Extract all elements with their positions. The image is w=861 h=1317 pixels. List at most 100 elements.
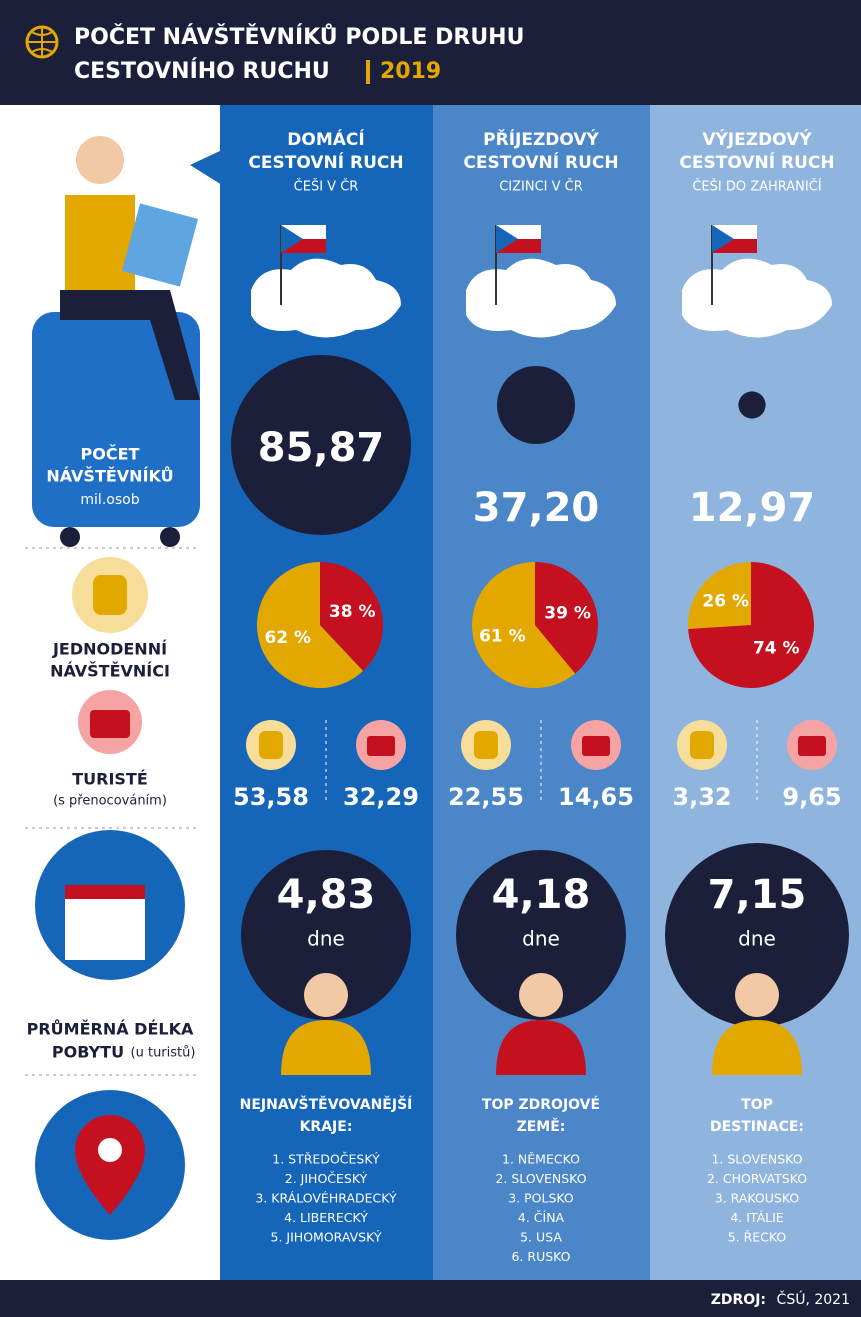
stay-unit: dne — [522, 927, 560, 951]
list-item: 1. NĚMECKO — [502, 1152, 580, 1167]
pin — [75, 1115, 145, 1215]
visitors-circle — [738, 391, 766, 419]
pie-slice — [688, 562, 751, 629]
stay-value: 4,83 — [277, 872, 376, 918]
row-label: NÁVŠTĚVNÍKŮ — [46, 467, 173, 486]
backpack-icon — [690, 731, 714, 759]
suitcase-icon — [90, 710, 130, 738]
visitors-value: 37,20 — [473, 485, 600, 531]
person-body — [65, 195, 135, 295]
list-item: 3. KRÁLOVÉHRADECKÝ — [255, 1191, 397, 1206]
calendar-top — [65, 885, 145, 899]
list-title: ZEMĚ: — [517, 1118, 566, 1135]
column-title: CESTOVNÍ RUCH — [463, 151, 618, 173]
backpack-icon — [93, 575, 127, 615]
list-item: 2. JIHOČESKÝ — [285, 1171, 368, 1186]
pie-label: 62 % — [264, 628, 311, 648]
map-paper — [121, 203, 199, 287]
list-item: 4. ČÍNA — [518, 1210, 565, 1225]
list-item: 6. RUSKO — [511, 1249, 570, 1264]
map-shape — [682, 258, 832, 338]
person-head — [735, 973, 779, 1017]
title: CESTOVNÍHO RUCHU — [74, 58, 330, 84]
suitcase-icon — [367, 736, 395, 756]
row-label: JEDNODENNÍ — [52, 640, 167, 659]
stay-circle — [665, 843, 849, 1027]
row-note: (u turistů) — [131, 1046, 196, 1061]
visitors-value: 85,87 — [258, 425, 385, 471]
list-item: 5. USA — [520, 1230, 562, 1245]
flag — [712, 225, 734, 253]
row-note: (s přenocováním) — [53, 794, 167, 809]
wheel — [60, 527, 80, 547]
year: 2019 — [380, 59, 441, 84]
list-title: NEJNAVŠTĚVOVANĚJŠÍ — [240, 1095, 413, 1113]
pie-slice — [320, 562, 384, 671]
list-item: 3. POLSKO — [508, 1191, 574, 1206]
column-title: DOMÁCÍ — [287, 128, 364, 150]
row-label: NÁVŠTĚVNÍCI — [50, 662, 170, 681]
person-head — [519, 973, 563, 1017]
stay-unit: dne — [738, 927, 776, 951]
person-legs — [60, 290, 200, 400]
column-title: CESTOVNÍ RUCH — [679, 151, 834, 173]
suitcase-icon — [798, 736, 826, 756]
pie-label: 39 % — [544, 603, 591, 623]
pie-label: 26 % — [702, 591, 749, 611]
day-count: 22,55 — [448, 783, 524, 811]
map-shape — [251, 258, 401, 338]
column-subtitle: CIZINCI V ČR — [499, 179, 583, 195]
pie-slice — [535, 562, 599, 674]
visitors-value: 12,97 — [689, 485, 816, 531]
tourist-count: 14,65 — [558, 783, 634, 811]
list-item: 4. ITÁLIE — [730, 1210, 783, 1225]
list-item: 5. ŘECKO — [728, 1230, 787, 1245]
list-item: 5. JIHOMORAVSKÝ — [271, 1230, 382, 1245]
pie-slice — [257, 562, 364, 688]
map-shape — [466, 258, 616, 338]
source-label: ZDROJ: — [711, 1292, 766, 1308]
list-item: 1. SLOVENSKO — [711, 1152, 802, 1167]
tourist-count: 9,65 — [782, 783, 841, 811]
person-body — [281, 1020, 371, 1075]
person-head — [76, 136, 124, 184]
list-item: 4. LIBERECKÝ — [284, 1210, 368, 1225]
pin-dot — [98, 1138, 122, 1162]
footer-bar — [0, 1280, 861, 1317]
row-label: POBYTU — [52, 1043, 124, 1062]
row-label: TURISTÉ — [72, 770, 148, 789]
stay-value: 7,15 — [708, 872, 807, 918]
pie-label: 38 % — [329, 602, 376, 622]
stay-unit: dne — [307, 927, 345, 951]
day-count: 3,32 — [672, 783, 731, 811]
list-item: 3. RAKOUSKO — [715, 1191, 800, 1206]
list-title: KRAJE: — [300, 1119, 353, 1135]
stay-circle — [456, 850, 626, 1020]
column-title: VÝJEZDOVÝ — [702, 128, 812, 150]
column-title: PŘÍJEZDOVÝ — [483, 128, 599, 150]
separator — [366, 60, 370, 84]
title: POČET NÁVŠTĚVNÍKŮ PODLE DRUHU — [74, 24, 524, 50]
column-title: CESTOVNÍ RUCH — [248, 151, 403, 173]
flag — [496, 225, 518, 253]
header-bar — [0, 0, 861, 105]
row-label: PRŮMĚRNÁ DÉLKA — [27, 1020, 194, 1039]
person-body — [496, 1020, 586, 1075]
source: ČSÚ, 2021 — [777, 1290, 850, 1308]
list-title: TOP ZDROJOVÉ — [482, 1096, 600, 1113]
globe-lines — [27, 27, 57, 57]
person-body — [712, 1020, 802, 1075]
stay-value: 4,18 — [492, 872, 591, 918]
flag — [281, 225, 303, 253]
pie-label: 61 % — [479, 627, 526, 647]
person-head — [304, 973, 348, 1017]
day-count: 53,58 — [233, 783, 309, 811]
list-item: 2. CHORVATSKO — [707, 1171, 807, 1186]
suitcase-icon — [582, 736, 610, 756]
column-subtitle: ČEŠI V ČR — [294, 179, 359, 195]
row-label: POČET — [81, 445, 140, 464]
list-title: DESTINACE: — [710, 1119, 804, 1135]
column-subtitle: ČEŠI DO ZAHRANIČÍ — [692, 179, 821, 195]
visitors-circle — [497, 366, 575, 444]
